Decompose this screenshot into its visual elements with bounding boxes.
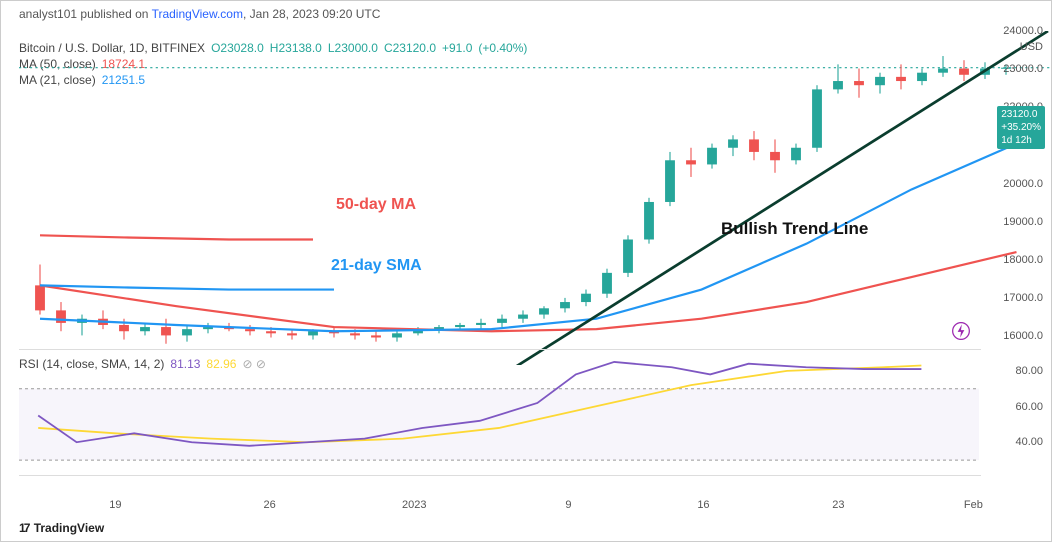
publish-timestamp: Jan 28, 2023 09:20 UTC	[250, 7, 381, 21]
x-tick: Feb	[964, 499, 983, 511]
x-tick: 16	[697, 499, 709, 511]
x-tick: 23	[832, 499, 844, 511]
trend-annotation: Bullish Trend Line	[721, 219, 868, 239]
x-tick: 9	[565, 499, 571, 511]
rsi-y-tick: 60.00	[1015, 401, 1043, 413]
ma50-annotation: 50-day MA	[336, 196, 416, 214]
y-tick: 19000.0	[1003, 216, 1043, 228]
lightning-icon	[951, 321, 971, 341]
x-tick: 2023	[402, 499, 426, 511]
rsi-chart	[19, 353, 979, 469]
x-axis: 19 26 2023 9 16 23 Feb	[19, 499, 981, 519]
ma21-annotation: 21-day SMA	[331, 257, 422, 275]
publish-info: analyst101 published on TradingView.com,…	[19, 7, 380, 21]
y-tick: 23000.0	[1003, 63, 1043, 75]
y-tick: 17000.0	[1003, 292, 1043, 304]
y-tick: 16000.0	[1003, 330, 1043, 342]
y-tick: 20000.0	[1003, 178, 1043, 190]
x-tick: 26	[264, 499, 276, 511]
y-tick: 18000.0	[1003, 254, 1043, 266]
y-axis-label: USD	[1020, 41, 1043, 53]
tradingview-logo: 17 TradingView	[19, 521, 104, 535]
platform-link[interactable]: TradingView.com	[152, 7, 243, 21]
rsi-y-tick: 80.00	[1015, 365, 1043, 377]
y-tick: 24000.0	[1003, 25, 1043, 37]
current-price-tag: 23120.0 +35.20% 1d 12h	[997, 106, 1045, 149]
rsi-y-tick: 40.00	[1015, 436, 1043, 448]
price-chart	[19, 31, 1052, 365]
author: analyst101	[19, 7, 77, 21]
x-tick: 19	[109, 499, 121, 511]
